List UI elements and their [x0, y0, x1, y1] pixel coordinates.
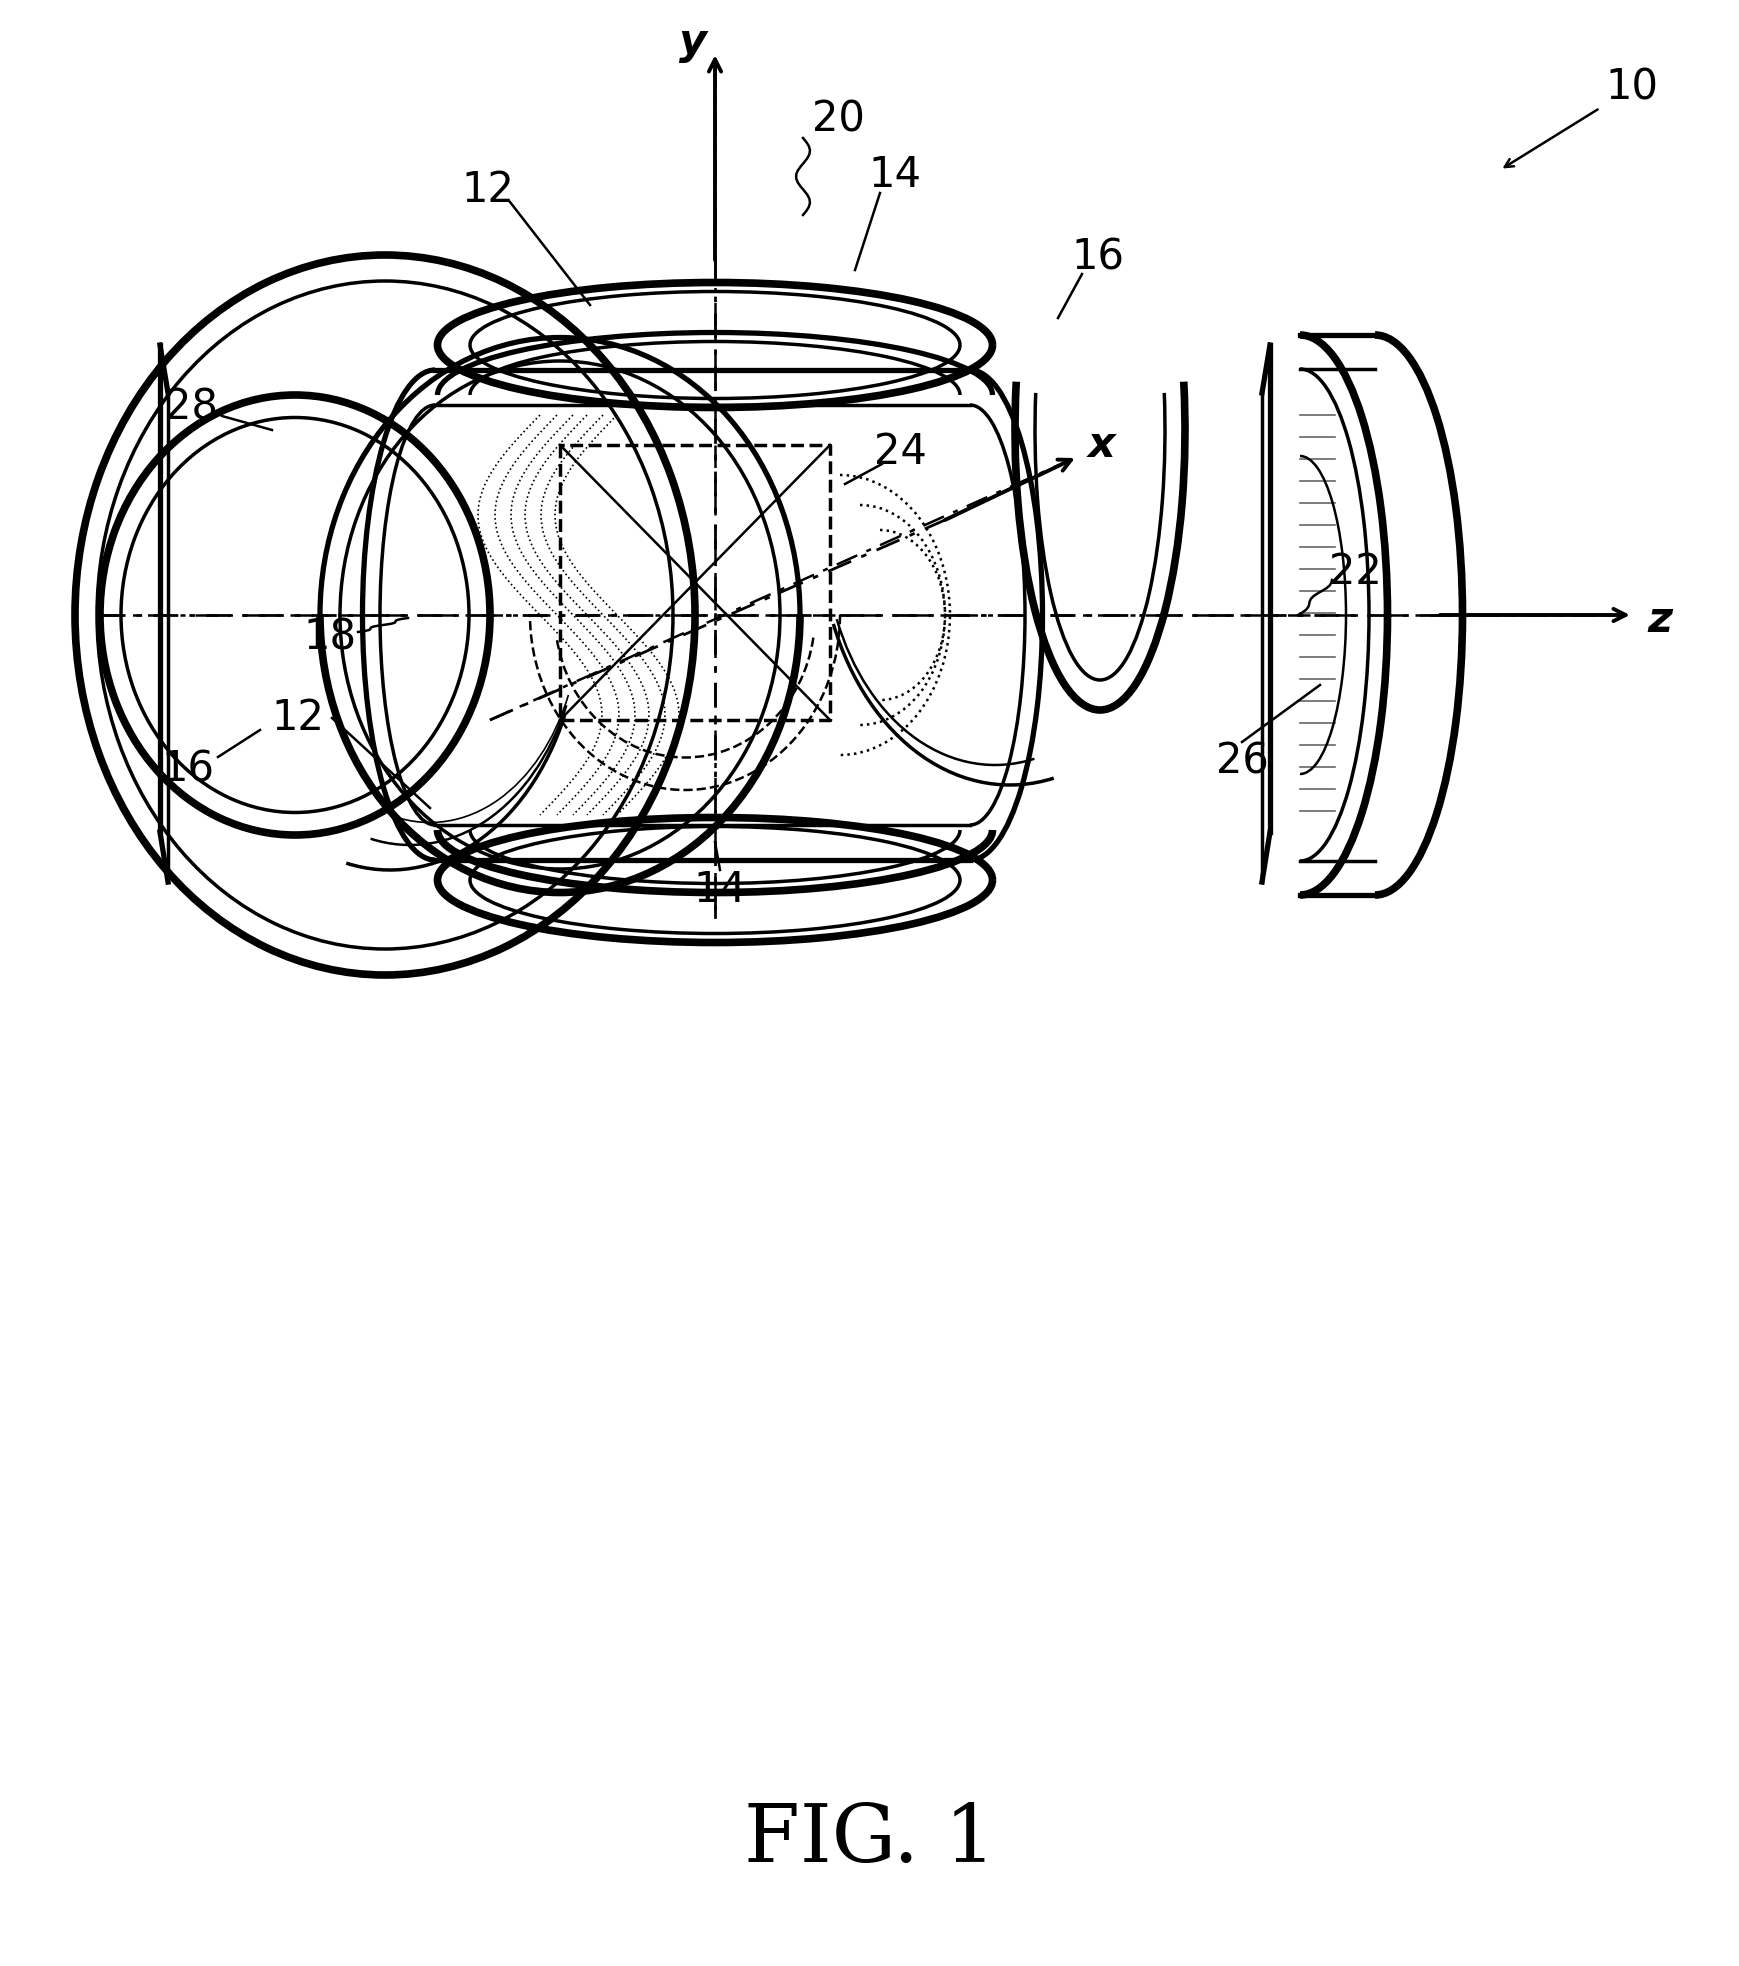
Text: 10: 10 — [1605, 67, 1657, 108]
Text: x: x — [1087, 425, 1115, 466]
Text: 14: 14 — [694, 869, 746, 910]
Text: 16: 16 — [162, 749, 214, 790]
Text: 14: 14 — [868, 153, 922, 197]
Text: 12: 12 — [271, 698, 323, 739]
Text: 28: 28 — [165, 387, 219, 429]
Text: 12: 12 — [461, 169, 515, 210]
Text: 24: 24 — [873, 431, 925, 474]
Text: 20: 20 — [810, 98, 864, 142]
Text: 22: 22 — [1329, 550, 1381, 594]
Text: 26: 26 — [1216, 741, 1268, 782]
Text: FIG. 1: FIG. 1 — [744, 1801, 995, 1879]
Text: z: z — [1647, 600, 1671, 641]
Text: 16: 16 — [1071, 238, 1123, 279]
Text: y: y — [678, 22, 706, 63]
Text: 18: 18 — [303, 617, 356, 659]
